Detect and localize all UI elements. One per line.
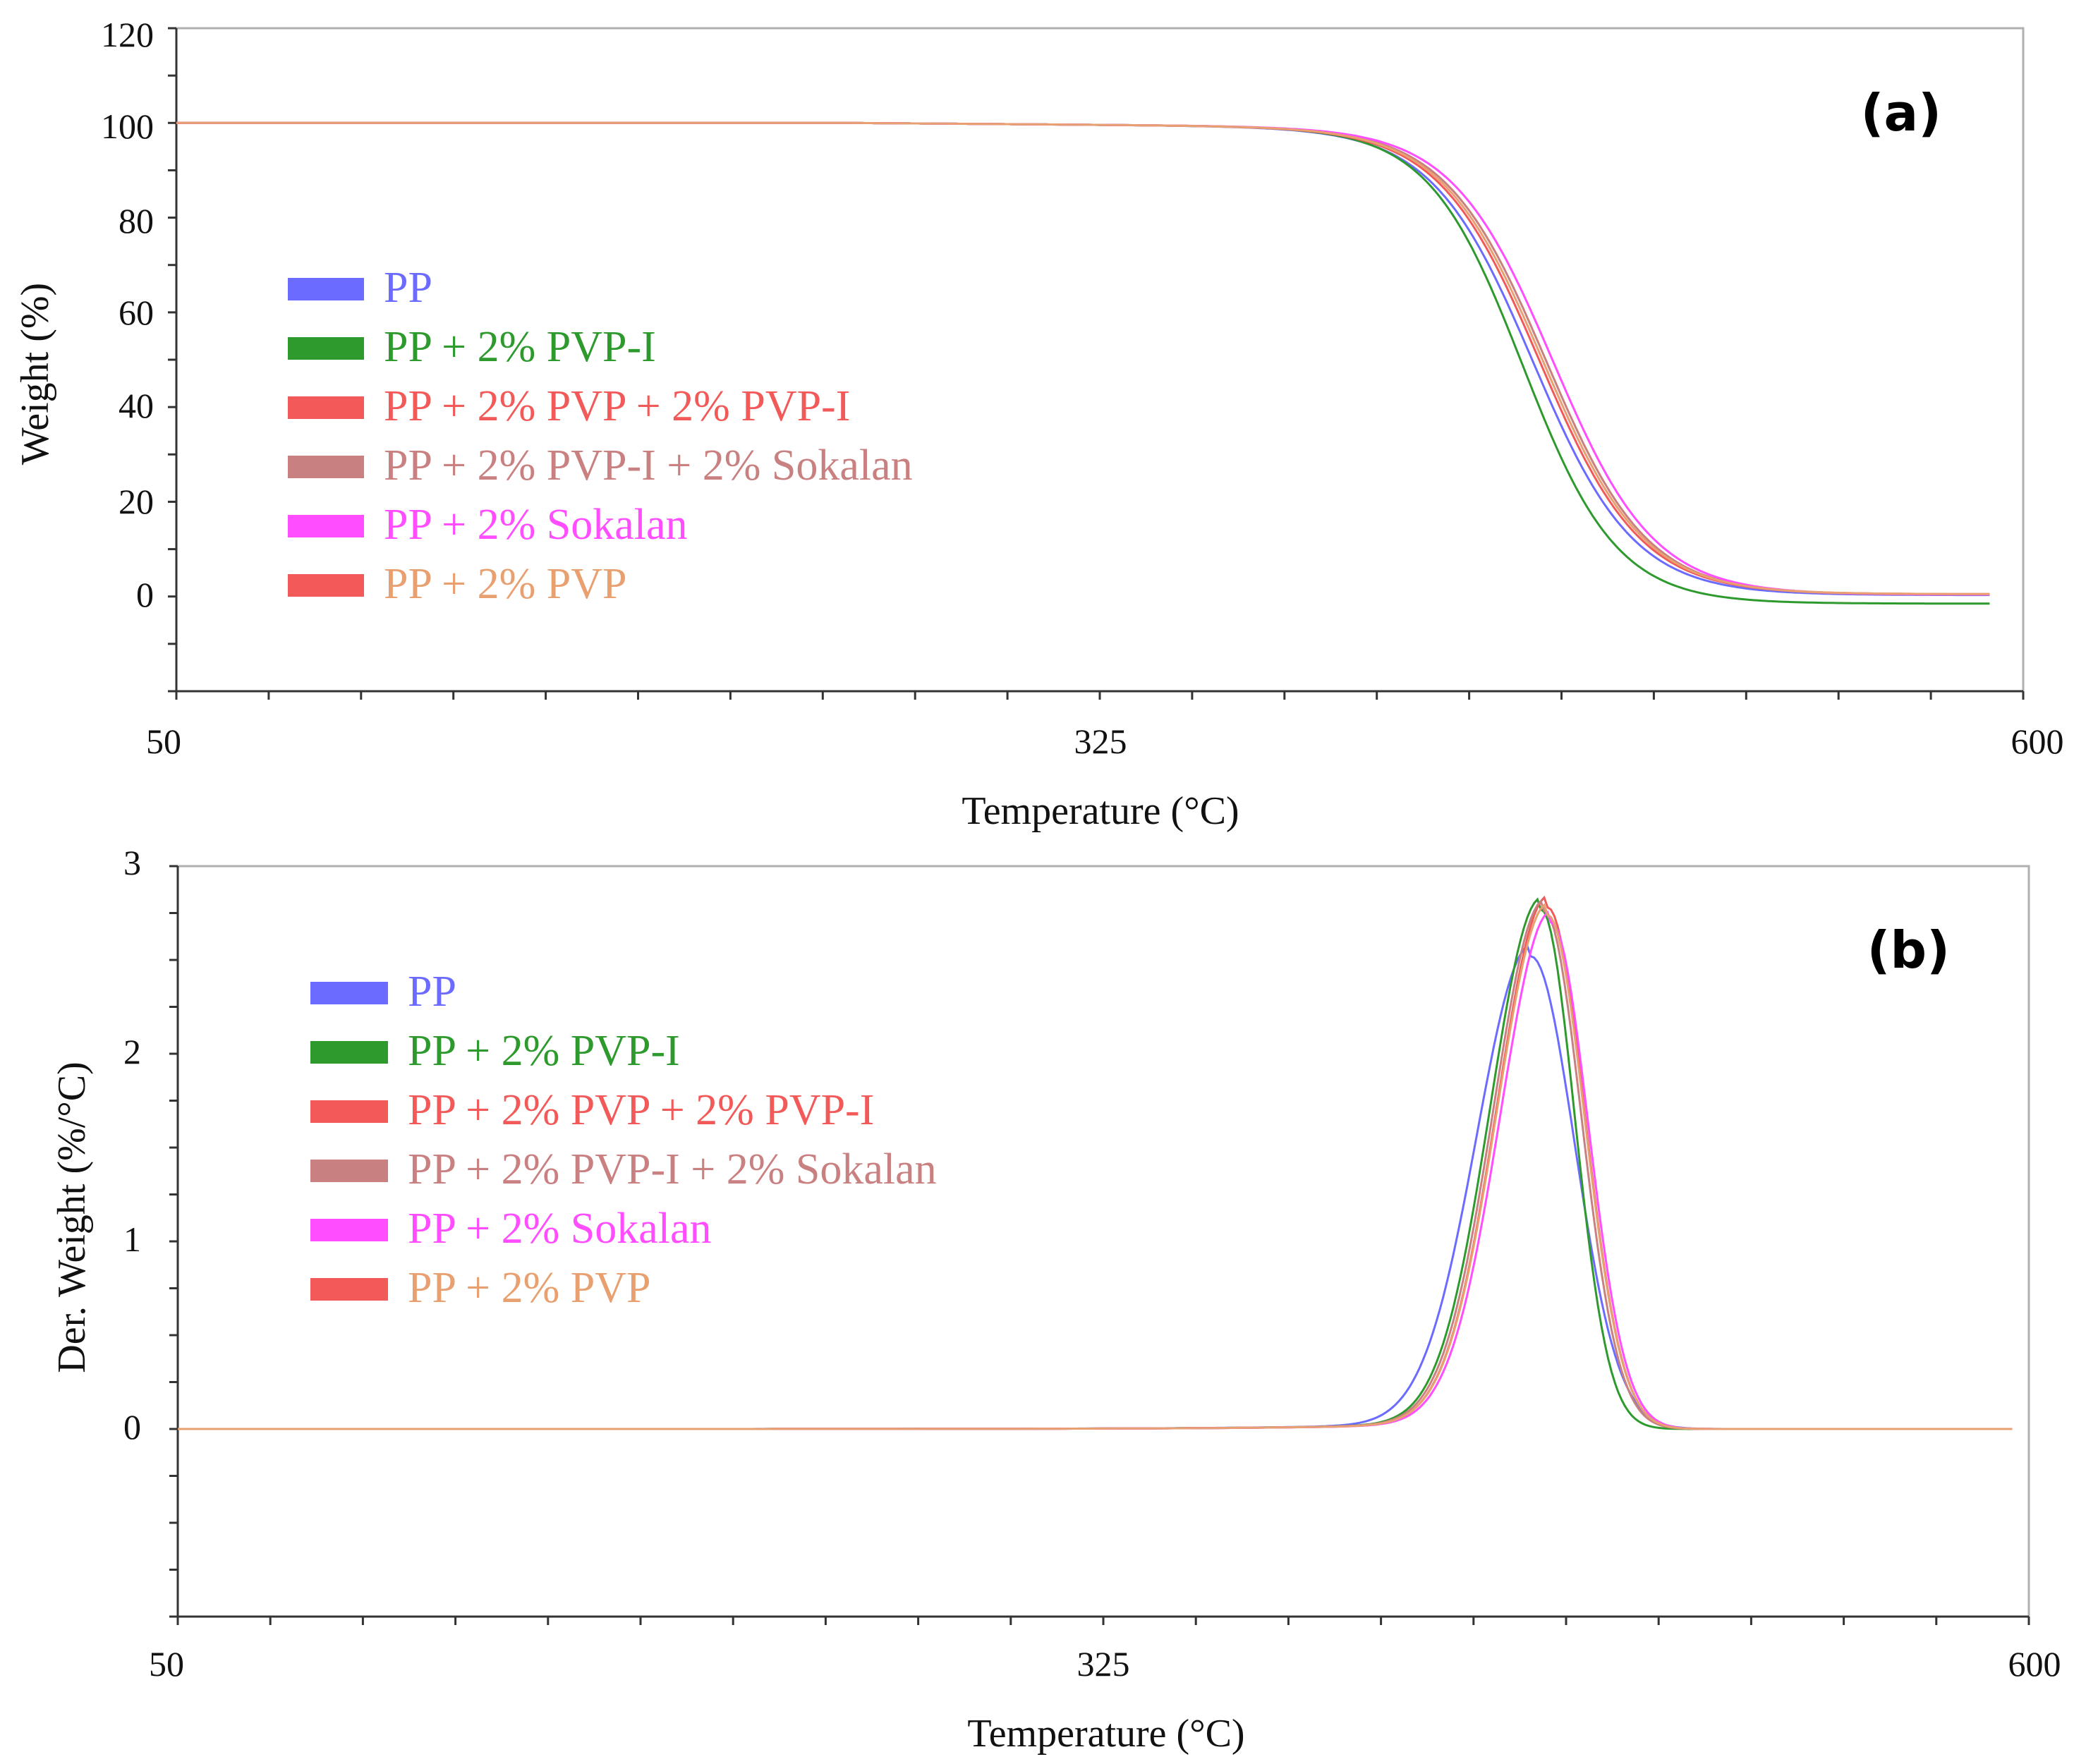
- panel-a-y-tick-label: 80: [119, 201, 154, 241]
- panel-b-x-tick-label: 600: [2008, 1644, 2061, 1684]
- panel-a-series: [176, 121, 1990, 605]
- legend-label: PP + 2% PVP-I: [408, 1027, 680, 1075]
- panel-b-legend: PP PP + 2% PVP-I PP + 2% PVP + 2% PVP-I …: [310, 968, 937, 1312]
- legend-swatch: [310, 1278, 388, 1301]
- panel-b-y-axis-title: Der. Weight (%/°C): [50, 1062, 94, 1373]
- legend-label: PP + 2% PVP + 2% PVP-I: [408, 1086, 874, 1134]
- legend-swatch: [288, 574, 364, 597]
- panel-a-y-tick-label: 60: [119, 293, 154, 332]
- panel-a-label: (a): [1861, 83, 1941, 142]
- legend-label: PP + 2% PVP-I + 2% Sokalan: [408, 1145, 937, 1193]
- panel-a-y-axis-title: Weight (%): [13, 283, 57, 465]
- legend-label: PP + 2% PVP-I + 2% Sokalan: [384, 442, 913, 489]
- panel-b-label: (b): [1867, 920, 1950, 980]
- panel-a-y-tick-label: 120: [101, 15, 154, 54]
- legend-label: PP + 2% PVP-I: [384, 323, 656, 371]
- legend-swatch: [288, 396, 364, 419]
- panel-b-series-line-5: [178, 903, 2013, 1430]
- legend-swatch: [310, 1041, 388, 1064]
- panel-a-series-line-5: [176, 121, 1990, 595]
- legend-label: PP + 2% Sokalan: [408, 1205, 712, 1253]
- panel-b-x-tick-label: 325: [1077, 1644, 1130, 1684]
- panel-a-x-tick-label: 50: [146, 722, 181, 761]
- panel-b-y-tick-label: 0: [123, 1407, 141, 1447]
- legend-swatch: [288, 337, 364, 360]
- panel-a-x-tick-label: 325: [1074, 722, 1127, 761]
- legend-label: PP + 2% Sokalan: [384, 501, 688, 549]
- legend-swatch: [310, 982, 388, 1004]
- panel-b-derivative-chart: 3 2 1 0 50 325 600 Temperature (°C) Der.…: [50, 843, 2061, 1756]
- legend-swatch: [288, 278, 364, 300]
- panel-b-series: [178, 895, 2013, 1430]
- panel-a-x-axis-title: Temperature (°C): [962, 789, 1239, 833]
- legend-swatch: [288, 456, 364, 478]
- legend-label: PP + 2% PVP: [408, 1264, 651, 1312]
- panel-b-y-tick-label: 1: [123, 1219, 141, 1259]
- panel-a-y-tick-label: 100: [101, 107, 154, 146]
- panel-b-y-tick-label: 2: [123, 1032, 141, 1071]
- legend-swatch: [310, 1100, 388, 1123]
- legend-swatch: [288, 515, 364, 537]
- panel-a-y-tick-label: 40: [119, 386, 154, 425]
- legend-label: PP + 2% PVP: [384, 560, 627, 608]
- panel-a-y-tick-label: 0: [136, 575, 154, 614]
- panel-b-x-axis-title: Temperature (°C): [967, 1712, 1244, 1756]
- panel-b-x-tick-label: 50: [149, 1644, 184, 1684]
- legend-label: PP: [384, 264, 432, 312]
- panel-a-y-tick-label: 20: [119, 482, 154, 521]
- panel-a-x-tick-label: 600: [2011, 722, 2064, 761]
- panel-a-legend: PP PP + 2% PVP-I PP + 2% PVP + 2% PVP-I …: [288, 264, 913, 608]
- panel-b-ticks: [169, 865, 2030, 1625]
- panel-a-ticks: [168, 27, 2025, 700]
- panel-b-y-tick-label: 3: [123, 843, 141, 882]
- legend-label: PP: [408, 968, 456, 1016]
- legend-swatch: [310, 1219, 388, 1241]
- legend-label: PP + 2% PVP + 2% PVP-I: [384, 382, 850, 430]
- legend-swatch: [310, 1160, 388, 1182]
- panel-a-weight-chart: 120 100 80 60 40 20 0 50 325 600 Tempera…: [13, 15, 2064, 833]
